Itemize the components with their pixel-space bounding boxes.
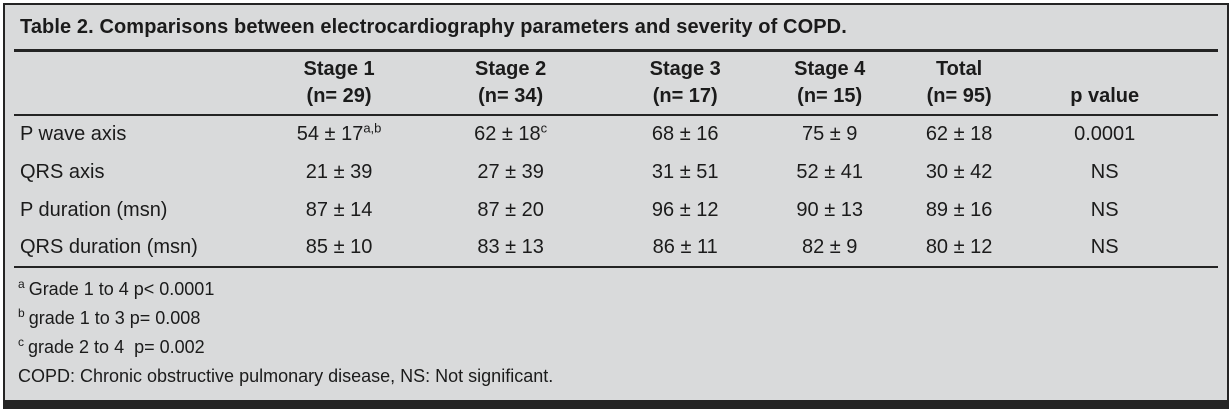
table-row-qrs-duration: QRS duration (msn) 85 ± 10 83 ± 13 86 ± … [14, 229, 1218, 268]
footnote-abbreviations: COPD: Chronic obstructive pulmonary dise… [18, 366, 554, 386]
cell-value: 87 ± 14 [305, 198, 373, 221]
cell-value: 86 ± 11 [597, 229, 773, 268]
col-header-stage4: Stage 4 (n= 15) [772, 52, 887, 116]
col-header-stage2: Stage 2 (n= 34) [423, 52, 598, 116]
cell-pvalue: 0.0001 [1074, 123, 1136, 145]
cell-value: 54 ± 17a,b [296, 120, 382, 145]
cell-value: 21 ± 39 [305, 160, 373, 183]
cell-value: 83 ± 13 [423, 229, 598, 268]
table-panel: Table 2. Comparisons between electrocard… [3, 3, 1229, 409]
cell-value: 75 ± 9 [801, 123, 858, 145]
table-row-p-wave-axis: P wave axis 54 ± 17a,b 62 ± 18c 68 ± 16 … [14, 115, 1218, 153]
cell-value: 62 ± 18c [474, 120, 548, 145]
cell-value: 82 ± 9 [772, 229, 887, 268]
col-header-total: Total (n= 95) [886, 52, 1032, 116]
footnote-c: c grade 2 to 4 p= 0.002 [18, 335, 205, 357]
row-label: P wave axis [20, 123, 127, 145]
footnote-marker: b [18, 306, 25, 320]
col-header-stage1: Stage 1 (n= 29) [254, 52, 424, 116]
cell-value: 96 ± 12 [651, 198, 719, 221]
footnotes: a Grade 1 to 4 p< 0.0001 b grade 1 to 3 p=… [5, 268, 1227, 399]
table-row-qrs-axis: QRS axis 21 ± 39 27 ± 39 31 ± 51 52 ± 41… [14, 153, 1218, 191]
cell-value: 30 ± 42 [925, 160, 993, 183]
table-title: Table 2. Comparisons between electrocard… [20, 16, 847, 38]
col-header-line2: p value [1070, 85, 1140, 107]
ecg-copd-table: Stage 1 (n= 29) Stage 2 (n= 34) Stage 3 … [14, 52, 1218, 268]
col-header-pvalue: p value [1031, 52, 1218, 116]
col-header-line2: (n= 17) [652, 85, 718, 107]
table-content: Stage 1 (n= 29) Stage 2 (n= 34) Stage 3 … [5, 49, 1227, 268]
cell-value: 90 ± 13 [796, 198, 863, 221]
cell-value: 87 ± 20 [477, 198, 544, 221]
footnote-marker: c [540, 120, 548, 136]
row-label: QRS duration (msn) [14, 229, 255, 268]
footnote-b: b grade 1 to 3 p= 0.008 [18, 306, 201, 328]
col-header-line1: Stage 4 [794, 58, 866, 80]
cell-value: 31 ± 51 [651, 160, 719, 183]
col-header-line1: Stage 1 [303, 58, 375, 80]
cell-pvalue: NS [1090, 198, 1119, 221]
row-label: P duration (msn) [20, 198, 168, 221]
table-row-p-duration: P duration (msn) 87 ± 14 87 ± 20 96 ± 12… [14, 191, 1218, 229]
cell-pvalue: NS [1090, 160, 1119, 183]
footnote-marker: c [18, 335, 24, 349]
col-header-line2: (n= 15) [797, 85, 863, 107]
col-header-line2: (n= 34) [478, 85, 544, 107]
col-header-line1: Total [935, 58, 983, 80]
cell-value: 80 ± 12 [886, 229, 1032, 268]
title-divider [14, 49, 1218, 52]
footnote-marker: a,b [363, 120, 382, 136]
cell-value: 89 ± 16 [925, 198, 993, 221]
footnote-marker: a [18, 277, 25, 291]
footnote-a: a Grade 1 to 4 p< 0.0001 [18, 277, 215, 299]
cell-value: 62 ± 18 [925, 123, 993, 145]
cell-value: 52 ± 41 [796, 160, 863, 183]
cell-pvalue: NS [1031, 229, 1218, 268]
col-header-line1: Stage 2 [475, 58, 547, 80]
col-header-line1: Stage 3 [649, 58, 721, 80]
col-header-line2: (n= 29) [306, 85, 372, 107]
col-header-stage3: Stage 3 (n= 17) [597, 52, 773, 116]
row-label: QRS axis [20, 160, 105, 183]
cell-value: 27 ± 39 [477, 160, 544, 183]
cell-value: 85 ± 10 [254, 229, 424, 268]
cell-value: 68 ± 16 [651, 123, 719, 145]
col-header-line2: (n= 95) [926, 85, 992, 107]
col-header-parameter [14, 52, 255, 116]
col-header-line1 [1031, 56, 1178, 83]
header-row: Stage 1 (n= 29) Stage 2 (n= 34) Stage 3 … [14, 52, 1218, 116]
